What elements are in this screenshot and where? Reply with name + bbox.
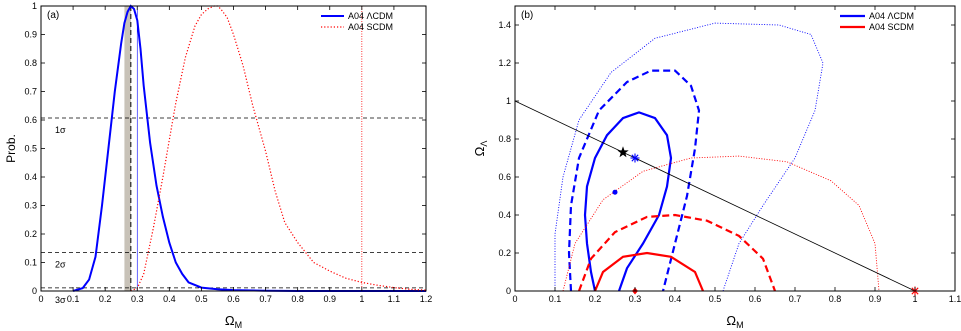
x-tick-label: 0.5	[195, 294, 208, 304]
sigma-label: 1σ	[55, 125, 66, 135]
contour-6	[562, 155, 880, 292]
y-tick-label: 0.8	[24, 58, 37, 68]
x-tick-label: 0.3	[629, 294, 642, 304]
x-tick-label: 0.8	[829, 294, 842, 304]
x-axis-label-text: ΩM	[225, 313, 242, 330]
x-tick-label: 0.8	[291, 294, 304, 304]
flat-universe-line	[514, 100, 916, 292]
sigma-label: 2σ	[55, 260, 66, 270]
panel-b-ticks: 0 0.1 0.2 0.3 0.4 0.5 0.6 0.7 0.8 0.9 1 1.1 0 0.2 0.4 0…	[498, 6, 961, 304]
y-tick-label: 1.2	[498, 58, 511, 68]
series-line-1	[72, 4, 426, 292]
y-tick-label: 1	[32, 1, 37, 11]
panel-b-label: (b)	[521, 10, 533, 21]
marker-asterisk-2-stroke	[631, 154, 639, 162]
x-tick-label: 1.2	[420, 294, 433, 304]
marker-asterisk-2	[630, 153, 640, 163]
panel-a-reference-lines	[41, 6, 426, 291]
contour-2	[567, 69, 701, 292]
y-tick-label: 0.1	[24, 258, 37, 268]
panel-b-x-axis-label: ΩM	[726, 313, 743, 330]
panel-a-fill-layer	[124, 6, 131, 291]
x-tick-label: 0.9	[323, 294, 336, 304]
contour-1	[583, 111, 673, 292]
y-tick-label: 1.4	[498, 20, 511, 30]
credible-band	[124, 6, 131, 291]
y-axis-label-text: ΩΛ	[472, 141, 489, 157]
y-tick-label: 0	[506, 286, 511, 296]
x-tick-label: 1	[359, 294, 364, 304]
y-tick-label: 0.2	[498, 248, 511, 258]
y-tick-label: 0.2	[24, 229, 37, 239]
panel-a-frame	[40, 5, 427, 292]
x-tick-label: 0.1	[549, 294, 562, 304]
y-tick-label: 0.9	[24, 30, 37, 40]
x-tick-label: 1.1	[388, 294, 401, 304]
panel-a-ticks: 0 0.1 0.2 0.3 0.4 0.5 0.6 0.7 0.8 0.9 1 1.1 1.2 0 0.1 0…	[24, 1, 432, 304]
x-tick-label: 0.4	[163, 294, 176, 304]
panel-a-x-axis-label: ΩM	[225, 313, 242, 330]
series-line-2	[130, 5, 427, 292]
y-tick-label: 0.7	[24, 87, 37, 97]
x-tick-label: 0.2	[589, 294, 602, 304]
panel-a-series	[72, 4, 427, 292]
panel-b-y-axis-label: ΩΛ	[472, 141, 489, 157]
x-tick-label: 0.7	[259, 294, 272, 304]
legend-label: A04 ΛCDM	[348, 11, 393, 21]
x-tick-label: 0.6	[749, 294, 762, 304]
x-tick-label: 0	[512, 294, 517, 304]
x-tick-label: 0.1	[67, 294, 80, 304]
legend-label: A04 ΛCDM	[869, 11, 914, 21]
x-tick-label: 0.3	[131, 294, 144, 304]
marker-star-1	[617, 146, 629, 158]
y-tick-label: 0.4	[498, 210, 511, 220]
x-tick-label: 0	[38, 294, 43, 304]
y-tick-label: 0.4	[24, 172, 37, 182]
panel-b-markers	[612, 146, 920, 296]
x-tick-label: 0.7	[789, 294, 802, 304]
x-axis-label-text: ΩM	[726, 313, 743, 330]
marker-dot-3	[612, 189, 618, 195]
x-tick-label: 1.1	[949, 294, 961, 304]
contour-4	[593, 251, 705, 292]
panel-b-contours	[554, 22, 880, 292]
sigma-label: 3σ	[55, 295, 66, 305]
panel-a-y-axis-label: Prob.	[4, 134, 18, 163]
contour-5	[577, 213, 777, 292]
panel-a: 0 0.1 0.2 0.3 0.4 0.5 0.6 0.7 0.8 0.9 1 1.1 1.2 0 0.1 0…	[4, 1, 432, 330]
x-tick-label: 1	[912, 294, 917, 304]
y-tick-label: 0.5	[24, 144, 37, 154]
panel-a-sigma-labels: 1σ 2σ 3σ	[55, 125, 66, 305]
x-tick-label: 0.9	[869, 294, 882, 304]
panel-b-frame	[514, 5, 956, 292]
legend-label: A04 SCDM	[869, 22, 914, 32]
x-tick-label: 0.6	[227, 294, 240, 304]
y-tick-label: 1	[506, 96, 511, 106]
y-tick-label: 0.3	[24, 201, 37, 211]
legend-label: A04 SCDM	[348, 22, 393, 32]
panel-b-flat-line	[514, 100, 916, 292]
x-tick-label: 0.4	[669, 294, 682, 304]
y-tick-label: 0	[32, 286, 37, 296]
y-tick-label: 0.6	[24, 115, 37, 125]
x-tick-label: 0.5	[709, 294, 722, 304]
y-tick-label: 0.8	[498, 134, 511, 144]
panel-a-label: (a)	[47, 10, 59, 21]
panel-b: 0 0.1 0.2 0.3 0.4 0.5 0.6 0.7 0.8 0.9 1 1.1 0 0.2 0.4 0…	[472, 5, 961, 330]
y-tick-label: 0.6	[498, 172, 511, 182]
x-tick-label: 0.2	[99, 294, 112, 304]
